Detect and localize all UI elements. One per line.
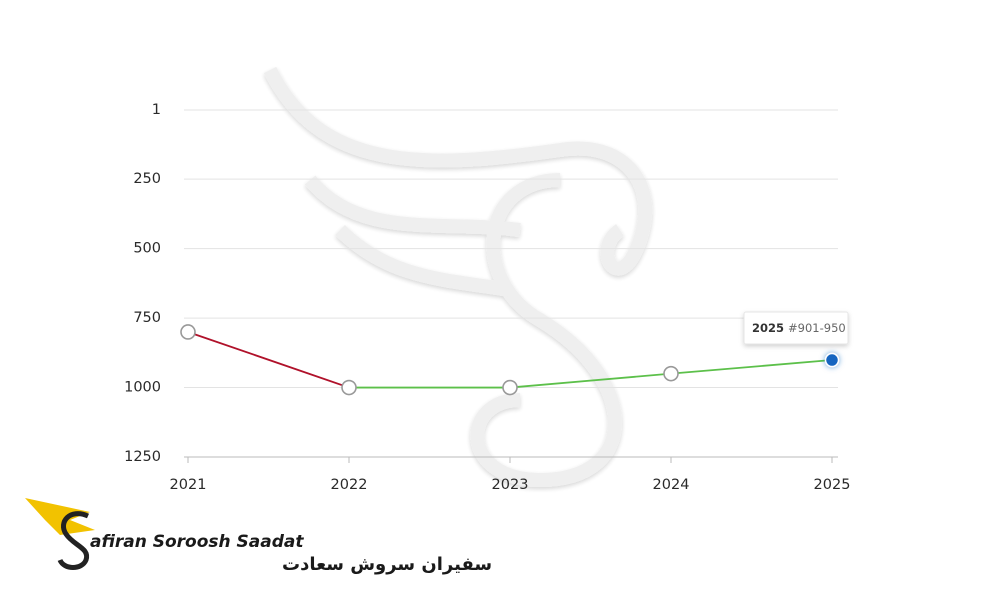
line-segment [509, 372, 672, 389]
x-tick-label: 2025 [814, 477, 851, 493]
logo-wing [25, 498, 95, 535]
logo: afiran Soroosh Saadat سفیران سروش سعادت [25, 498, 492, 575]
x-tick-label: 2023 [492, 477, 529, 493]
y-tick-label: 1 [152, 102, 161, 118]
data-point [663, 365, 679, 382]
data-point [341, 379, 357, 396]
line-segment [670, 359, 833, 375]
tooltip: 2025 #901-950 [743, 311, 849, 345]
data-point [824, 352, 840, 368]
logo-name: afiran Soroosh Saadat [90, 532, 304, 552]
watermark [263, 66, 653, 488]
x-tick-label: 2024 [653, 477, 690, 493]
x-tick-label: 2022 [331, 477, 368, 493]
logo-s [57, 511, 90, 570]
data-point [180, 324, 196, 340]
y-tick-label: 250 [133, 171, 161, 187]
line-segment [187, 331, 350, 389]
x-tick-label: 2021 [170, 477, 207, 493]
y-tick-label: 750 [133, 310, 161, 326]
logo-name-fa: سفیران سروش سعادت [282, 554, 492, 575]
data-point [502, 379, 518, 396]
y-tick-label: 1000 [124, 380, 161, 396]
tooltip-box [743, 311, 849, 345]
y-tick-label: 500 [133, 241, 161, 257]
tooltip-text: 2025 #901-950 [752, 321, 846, 335]
y-tick-label: 1250 [124, 449, 161, 465]
